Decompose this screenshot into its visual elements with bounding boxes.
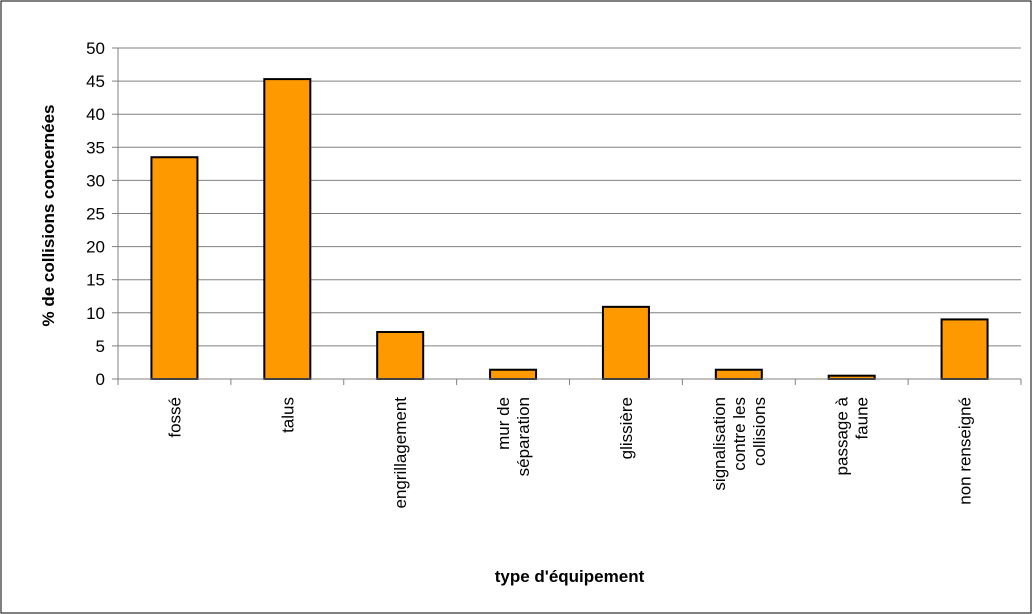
bar: [940, 318, 989, 381]
bar: [601, 305, 650, 381]
x-category-label: non renseigné: [956, 397, 975, 505]
axes: [112, 47, 1022, 385]
x-category-label: mur deséparation: [494, 397, 533, 476]
y-axis-title: % de collisions concernées: [39, 104, 58, 326]
x-category-label: fossé: [165, 397, 184, 438]
x-category-label: passage àfaune: [833, 396, 872, 475]
x-category-label: engrillagement: [391, 397, 410, 509]
y-tick-label: 20: [86, 238, 105, 257]
y-tick-label: 50: [86, 39, 105, 58]
x-category-label: glissière: [617, 397, 636, 459]
y-tick-label: 5: [96, 337, 105, 356]
x-axis-title: type d'équipement: [495, 567, 645, 586]
y-tick-label: 10: [86, 304, 105, 323]
bar: [263, 78, 312, 380]
bar: [376, 330, 425, 380]
y-tick-label: 45: [86, 72, 105, 91]
y-tick-label: 35: [86, 138, 105, 157]
y-tick-label: 0: [96, 370, 105, 389]
y-tick-labels: 0 5 10 15 20 25 30 35 40 45 50: [86, 39, 105, 389]
bar: [489, 368, 538, 380]
x-category-labels: fossé talus engrillagement mur deséparation…: [165, 396, 974, 508]
bar: [714, 368, 763, 380]
x-category-label: signalisationcontre lescollisions: [710, 397, 769, 491]
y-tick-label: 25: [86, 205, 105, 224]
y-tick-label: 30: [86, 171, 105, 190]
y-tick-label: 15: [86, 271, 105, 290]
bar: [150, 156, 199, 380]
y-tick-label: 40: [86, 105, 105, 124]
x-category-label: talus: [278, 397, 297, 433]
